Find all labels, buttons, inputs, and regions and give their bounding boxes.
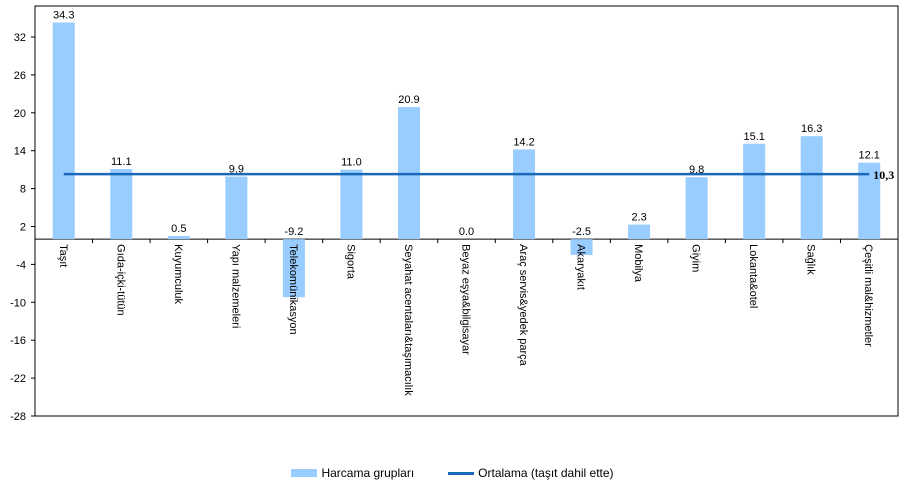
bar xyxy=(110,169,133,240)
category-label: Lokanta&otel xyxy=(747,244,759,308)
category-label: Telekomünikasyon xyxy=(287,244,299,335)
bar xyxy=(225,176,248,240)
data-label: 15.1 xyxy=(743,131,764,143)
y-tick-label: -4 xyxy=(16,259,26,271)
legend-item-bars: Harcama grupları xyxy=(291,466,414,480)
bar xyxy=(858,162,881,240)
y-tick-label: 14 xyxy=(14,146,26,158)
legend: Harcama grupları Ortalama (taşıt dahil e… xyxy=(0,466,905,480)
data-label: 0.0 xyxy=(459,226,474,238)
legend-label-bars: Harcama grupları xyxy=(321,466,415,480)
data-label: 34.3 xyxy=(53,9,74,21)
category-label: Yapı malzemeleri xyxy=(229,244,241,328)
data-label: 16.3 xyxy=(801,123,822,135)
data-label: 14.2 xyxy=(513,136,534,148)
category-label: Kuyumculuk xyxy=(172,244,184,304)
category-label: Beyaz eşya&bilgisayar xyxy=(460,244,472,355)
plot-frame xyxy=(34,5,899,417)
bar xyxy=(282,239,305,298)
y-tick-label: 2 xyxy=(20,222,26,234)
category-label: Mobilya xyxy=(632,244,644,283)
bar xyxy=(340,169,363,240)
data-label: 11.0 xyxy=(341,157,362,169)
y-tick-label: -10 xyxy=(10,297,26,309)
y-tick-label: -22 xyxy=(10,373,26,385)
bar xyxy=(800,136,823,240)
data-label: -2.5 xyxy=(572,226,591,238)
average-line-group: 10,3 xyxy=(63,168,894,182)
bar xyxy=(743,143,766,240)
data-label: -9.2 xyxy=(284,226,303,238)
bar xyxy=(628,224,651,240)
category-label: Akaryakıt xyxy=(575,244,587,290)
data-label: 9.9 xyxy=(229,164,244,176)
data-label: 12.1 xyxy=(859,150,880,162)
data-label: 9.8 xyxy=(689,164,704,176)
legend-item-average: Ortalama (taşıt dahil ette) xyxy=(448,466,614,480)
bar xyxy=(513,149,536,240)
y-tick-label: 20 xyxy=(14,108,26,120)
labels: 34.3 Taşıt 11.1 Gıda-içki-tütün 0.5 Kuyumculu… xyxy=(53,9,880,396)
y-tick-label: 32 xyxy=(14,32,26,44)
bar xyxy=(52,22,75,240)
y-tick-label: -28 xyxy=(10,411,26,423)
y-tick-label: 26 xyxy=(14,70,26,82)
category-label: Çeşitli mal&hizmetler xyxy=(862,244,874,347)
category-label: Gıda-içki-tütün xyxy=(114,244,126,316)
category-label: Taşıt xyxy=(57,244,69,267)
legend-label-average: Ortalama (taşıt dahil ette) xyxy=(478,466,614,480)
average-value-label: 10,3 xyxy=(873,168,894,182)
legend-line-swatch xyxy=(448,471,475,475)
category-label: Seyahat acentaları&taşımacılık xyxy=(402,244,414,396)
bar xyxy=(570,239,593,255)
category-label: Sigorta xyxy=(344,244,356,280)
bar xyxy=(167,235,190,240)
data-label: 11.1 xyxy=(111,156,132,168)
data-label: 20.9 xyxy=(398,94,419,106)
data-label: 0.5 xyxy=(171,223,186,235)
category-label: Sağlık xyxy=(805,244,817,275)
category-label: Araç servis&yedek parça xyxy=(517,244,529,367)
legend-bar-swatch xyxy=(291,469,318,477)
category-label: Giyim xyxy=(690,244,702,272)
y-tick-label: 8 xyxy=(20,184,26,196)
y-tick-label: -16 xyxy=(10,335,26,347)
bars xyxy=(52,22,881,298)
chart: 32 26 20 14 8 2 -4 -10 -16 -22 -28 10,3 34.3 Taşıt 1… xyxy=(10,5,899,423)
bar xyxy=(685,177,708,240)
data-label: 2.3 xyxy=(631,212,646,224)
